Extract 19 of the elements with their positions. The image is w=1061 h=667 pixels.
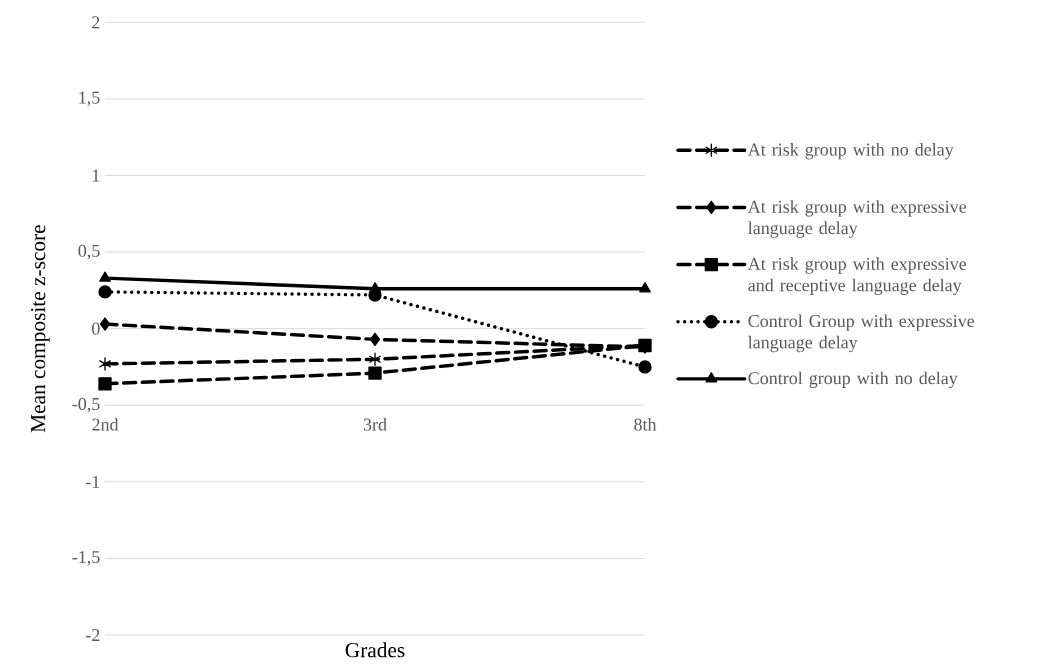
y-tick-label: 2	[92, 16, 100, 29]
y-axis-title: Mean composite z-score	[30, 225, 50, 433]
y-tick-label: 1	[92, 169, 100, 182]
x-axis-title: Grades	[345, 642, 405, 658]
legend-label: Control Group with expressive language delay	[748, 314, 975, 353]
legend-label: At risk group with no delay	[747, 143, 954, 160]
legend-label: Control group with no delay	[748, 371, 958, 388]
x-tick-label: 2nd	[92, 417, 119, 431]
y-tick-label: -0,5	[72, 397, 100, 413]
legend-label: At risk group with expressive and receptive language delay	[747, 257, 967, 296]
y-tick-label: 0,5	[78, 244, 100, 260]
y-tick-label: -1,5	[72, 551, 100, 566]
x-tick-label: 3rd	[363, 417, 387, 431]
y-tick-label: 1,5	[79, 91, 100, 107]
y-tick-label: -1	[85, 475, 100, 488]
x-tick-label: 8th	[634, 417, 657, 431]
y-tick-label: -2	[85, 629, 100, 641]
y-tick-label: 0	[91, 322, 100, 335]
legend-label: At risk group with expressive language delay	[747, 200, 967, 238]
